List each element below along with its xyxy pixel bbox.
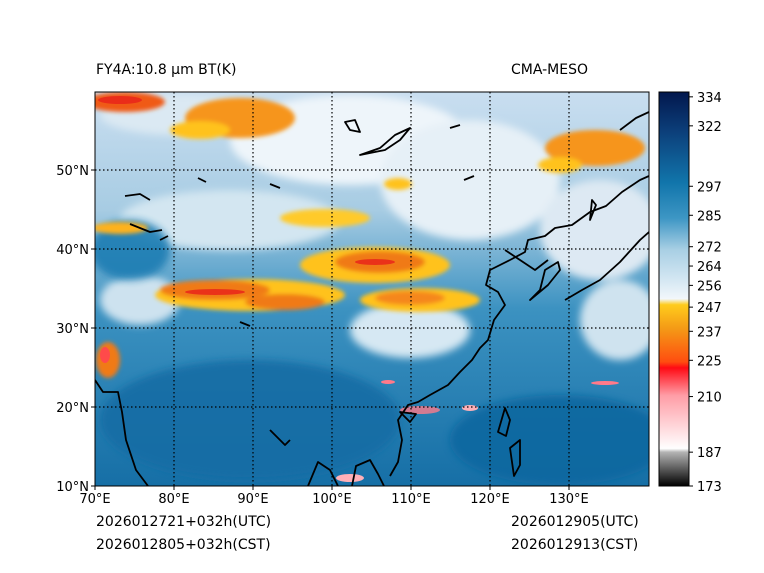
init-time-cst: 2026012805+032h(CST)	[96, 537, 271, 553]
lat-label: 30°N	[56, 322, 89, 337]
colorbar-tick-label: 173	[697, 480, 722, 495]
colorbar-tick-label: 225	[697, 354, 722, 369]
valid-time-cst: 2026012913(CST)	[511, 537, 639, 553]
valid-time-utc: 2026012905(UTC)	[511, 514, 639, 530]
lon-label: 100°E	[312, 492, 352, 507]
colorbar-ticks: 173 187 210 225 237 247 256 264 272 285 297 322 334	[689, 91, 722, 495]
lon-label: 120°E	[470, 492, 510, 507]
lon-label: 90°E	[237, 492, 268, 507]
coastlines	[95, 111, 649, 486]
colorbar-tick-label: 285	[697, 209, 722, 224]
lat-label: 20°N	[56, 401, 89, 416]
map-title-left: FY4A:10.8 µm BT(K)	[96, 62, 237, 78]
colorbar-tick-label: 272	[697, 241, 722, 256]
colorbar-tick-label: 210	[697, 391, 722, 406]
colorbar-tick-label: 187	[697, 446, 722, 461]
colorbar-tick-label: 237	[697, 325, 722, 340]
lat-label: 50°N	[56, 164, 89, 179]
lat-label: 40°N	[56, 243, 89, 258]
colorbar-tick-label: 264	[697, 260, 722, 275]
colorbar-tick-label: 322	[697, 120, 722, 135]
lon-label: 80°E	[158, 492, 189, 507]
colorbar	[659, 92, 689, 486]
graticule	[95, 92, 649, 486]
lon-label: 110°E	[391, 492, 431, 507]
lon-label: 130°E	[549, 492, 589, 507]
colorbar-tick-label: 297	[697, 180, 722, 195]
lat-label: 10°N	[56, 480, 89, 495]
map-title-right: CMA-MESO	[511, 62, 589, 78]
lon-label: 70°E	[79, 492, 110, 507]
map-frame	[94, 91, 650, 487]
init-time-utc: 2026012721+032h(UTC)	[96, 514, 272, 530]
colorbar-tick-label: 256	[697, 279, 722, 294]
lat-tick-marks	[91, 169, 95, 487]
colorbar-tick-label: 247	[697, 301, 722, 316]
colorbar-frame	[658, 91, 690, 487]
brightness-temperature-field	[95, 92, 649, 486]
colorbar-tick-label: 334	[697, 91, 722, 106]
lon-tick-marks	[94, 486, 570, 490]
